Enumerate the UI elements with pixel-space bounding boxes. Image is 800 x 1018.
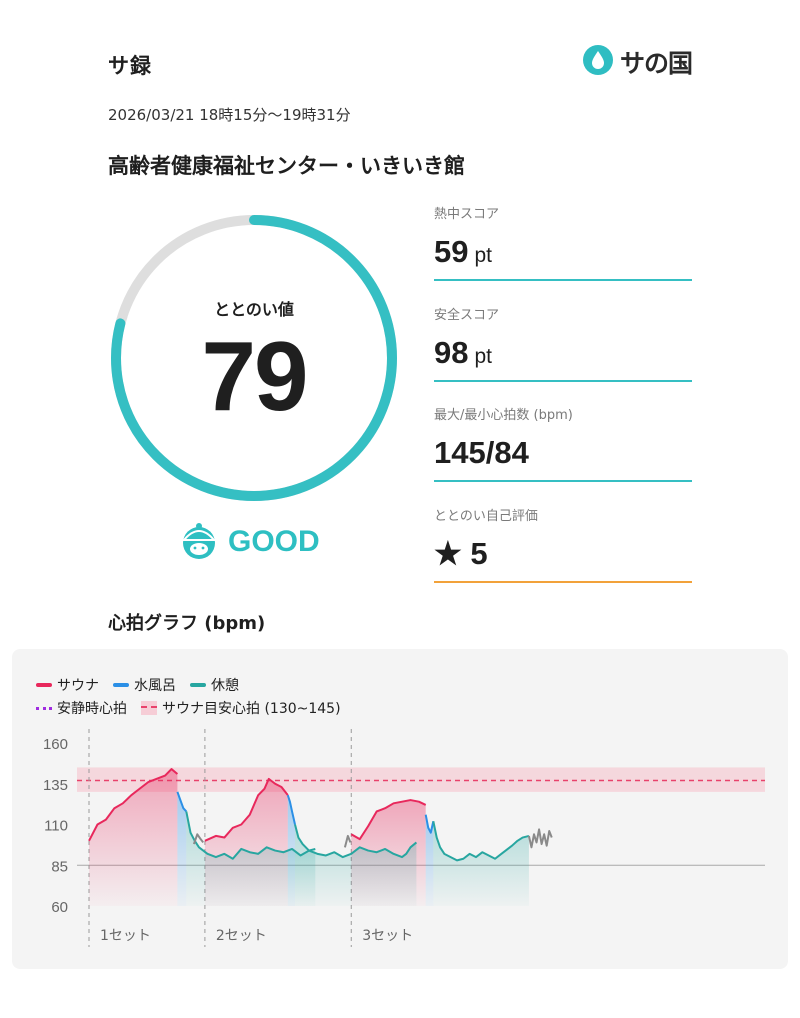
series-line (343, 834, 352, 848)
series-area (177, 791, 187, 906)
series-line (350, 799, 427, 841)
stat-label: 最大/最小心拍数 (bpm) (434, 408, 573, 423)
legend-label: サウナ目安心拍 (130~145) (162, 701, 341, 717)
stat-divider (434, 279, 692, 281)
score-label: ととのい値 (214, 300, 294, 319)
series-line (176, 791, 188, 813)
legend-row-2: 安静時心拍 サウナ目安心拍 (130~145) (36, 698, 355, 718)
water-drop-icon (582, 44, 614, 80)
legend-row-1: サウナ 水風呂 休憩 (36, 675, 253, 695)
stat-value: 98 pt (434, 332, 692, 374)
score-gauge (111, 215, 397, 501)
series-area (295, 824, 417, 906)
legend-swatch (113, 683, 129, 687)
stat-unit: pt (474, 244, 492, 267)
stat-value: ★ 5 (434, 533, 692, 575)
y-tick-label: 135 (43, 777, 68, 794)
rating-badge: GOOD (180, 520, 320, 564)
stat-label: ととのい自己評価 (434, 509, 538, 524)
series-line (432, 821, 530, 862)
series-area (186, 811, 316, 906)
legend-swatch (190, 683, 206, 687)
series-line (527, 828, 553, 849)
set-label: 2セット (216, 928, 267, 944)
legend-label: 安静時心拍 (57, 701, 127, 717)
logo-text: サの国 (620, 49, 693, 78)
stat-divider (434, 480, 692, 482)
y-tick-label: 160 (43, 736, 68, 753)
series-line (286, 794, 296, 825)
legend-water: 水風呂 (113, 675, 176, 695)
stat-label: 熱中スコア (434, 207, 500, 222)
stat-safety-score: 安全スコア 98 pt (434, 304, 692, 382)
legend-resting: 安静時心拍 (36, 698, 127, 718)
app-title: サ録 (108, 54, 152, 78)
legend-swatch (141, 701, 157, 715)
stat-divider (434, 380, 692, 382)
session-datetime: 2026/03/21 18時15分〜19時31分 (108, 106, 351, 124)
legend-target: サウナ目安心拍 (130~145) (141, 698, 341, 718)
heart-rate-chart-card: サウナ 水風呂 休憩 安静時心拍 サウナ目安心拍 (130~145) 160 13… (12, 649, 788, 969)
stat-divider (434, 581, 692, 583)
stat-heat-score: 熱中スコア 59 pt (434, 203, 692, 281)
stat-heart-rate: 最大/最小心拍数 (bpm) 145/84 (434, 404, 692, 482)
series-line (192, 833, 204, 845)
sauna-hat-face-icon (180, 520, 218, 564)
stat-number: ★ 5 (434, 536, 488, 571)
chart-title: 心拍グラフ (bpm) (108, 613, 266, 634)
series-line (204, 777, 289, 842)
y-tick-label: 110 (44, 818, 68, 835)
y-tick-label: 85 (51, 858, 68, 875)
stat-self-rating[interactable]: ととのい自己評価 ★ 5 (434, 505, 692, 583)
series-area (89, 769, 178, 906)
set-label: 3セット (362, 928, 413, 944)
series-area (425, 814, 434, 906)
target-band (77, 767, 765, 792)
legend-swatch (36, 706, 52, 710)
legend-label: サウナ (57, 678, 99, 694)
y-tick-label: 60 (51, 899, 68, 916)
series-area (433, 821, 529, 906)
series-line (185, 811, 316, 860)
rating-text: GOOD (228, 525, 320, 558)
stat-number: 145/84 (434, 435, 529, 470)
gauge-progress (111, 215, 397, 501)
series-line (88, 768, 179, 842)
legend-sauna: サウナ (36, 675, 99, 695)
set-label: 1セット (100, 928, 151, 944)
app-logo[interactable]: サの国 (582, 44, 693, 80)
stat-value: 59 pt (434, 231, 692, 273)
legend-rest: 休憩 (190, 675, 239, 695)
legend-label: 休憩 (211, 678, 239, 694)
stat-number: 98 (434, 335, 469, 370)
stat-value: 145/84 (434, 432, 692, 474)
legend-label: 水風呂 (134, 678, 176, 694)
stat-number: 59 (434, 234, 469, 269)
facility-name: 高齢者健康福祉センター・いきいき館 (108, 154, 465, 178)
legend-swatch (36, 683, 52, 687)
heart-rate-chart: 160 135 110 85 60 1セット 2セット 3セット (43, 729, 765, 947)
series-line (294, 824, 418, 859)
stat-unit: pt (474, 345, 492, 368)
stat-label: 安全スコア (434, 308, 500, 323)
series-line (424, 814, 435, 834)
score-value: 79 (201, 321, 308, 431)
